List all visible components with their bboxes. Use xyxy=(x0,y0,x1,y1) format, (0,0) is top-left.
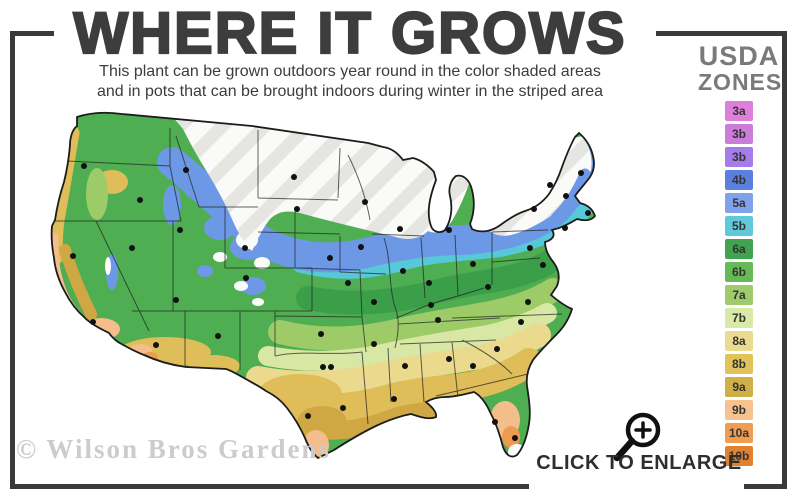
city-marker xyxy=(470,363,476,369)
frame-right-bar xyxy=(782,31,787,489)
legend-zone-chip-3b: 3b xyxy=(725,124,753,145)
legend-zone-chip-3b: 3b xyxy=(725,147,753,168)
city-marker xyxy=(362,199,368,205)
city-marker xyxy=(137,197,143,203)
city-marker xyxy=(492,419,498,425)
city-marker xyxy=(129,245,135,251)
city-marker xyxy=(562,225,568,231)
city-marker xyxy=(531,206,537,212)
city-marker xyxy=(391,396,397,402)
city-marker xyxy=(70,253,76,259)
city-marker xyxy=(578,170,584,176)
city-marker xyxy=(177,227,183,233)
city-marker xyxy=(435,317,441,323)
city-marker xyxy=(90,319,96,325)
legend-zone-chip-9a: 9a xyxy=(725,377,753,398)
usda-hardiness-zone-map[interactable] xyxy=(20,100,690,490)
legend-zone-chip-8a: 8a xyxy=(725,331,753,352)
frame-top-right-segment xyxy=(656,31,787,36)
city-marker xyxy=(294,206,300,212)
frame-bottom-left-segment xyxy=(10,484,529,489)
watermark: © Wilson Bros Gardens xyxy=(16,434,331,464)
city-marker xyxy=(446,227,452,233)
city-marker xyxy=(371,299,377,305)
city-marker xyxy=(547,182,553,188)
city-marker xyxy=(183,167,189,173)
city-marker xyxy=(518,319,524,325)
city-marker xyxy=(328,364,334,370)
subtitle: This plant can be grown outdoors year ro… xyxy=(40,62,660,102)
legend-heading-zones: ZONES xyxy=(698,69,783,96)
city-marker xyxy=(426,280,432,286)
city-marker xyxy=(318,331,324,337)
legend-zone-chip-5a: 5a xyxy=(725,193,753,214)
subtitle-line-2: and in pots that can be brought indoors … xyxy=(96,83,604,100)
click-to-enlarge-label[interactable]: CLICK TO ENLARGE xyxy=(536,452,742,474)
city-marker xyxy=(494,346,500,352)
city-marker xyxy=(563,193,569,199)
city-marker xyxy=(525,299,531,305)
legend-zone-chip-8b: 8b xyxy=(725,354,753,375)
legend-zone-chip-7b: 7b xyxy=(725,308,753,329)
city-marker xyxy=(340,405,346,411)
legend-zone-chip-4b: 4b xyxy=(725,170,753,191)
legend-zone-chip-6b: 6b xyxy=(725,262,753,283)
zone-shading xyxy=(51,112,596,459)
legend-zone-chip-10b: 10b xyxy=(725,446,753,467)
city-markers xyxy=(70,163,591,441)
legend-zones: 3a 3b 3b 4b 5a 5b 6a 6b 7a 7b 8a 8b 9a 9b 10a 10b xyxy=(698,101,780,467)
legend-zone-chip-9b: 9b xyxy=(725,400,753,421)
legend-zone-chip-10a: 10a xyxy=(725,423,753,444)
city-marker xyxy=(320,364,326,370)
page-title: WHERE IT GROWS xyxy=(72,0,627,67)
city-marker xyxy=(291,174,297,180)
city-marker xyxy=(470,261,476,267)
city-marker xyxy=(358,244,364,250)
frame-top-left-segment xyxy=(10,31,54,36)
city-marker xyxy=(327,255,333,261)
city-marker xyxy=(400,268,406,274)
city-marker xyxy=(81,163,87,169)
city-marker xyxy=(446,356,452,362)
legend-zone-chip-7a: 7a xyxy=(725,285,753,306)
legend-zone-chip-3a: 3a xyxy=(725,101,753,122)
city-marker xyxy=(585,210,591,216)
city-marker xyxy=(243,275,249,281)
city-marker xyxy=(527,245,533,251)
city-marker xyxy=(345,280,351,286)
legend-zone-chip-5b: 5b xyxy=(725,216,753,237)
city-marker xyxy=(242,245,248,251)
city-marker xyxy=(305,413,311,419)
city-marker xyxy=(153,342,159,348)
city-marker xyxy=(428,302,434,308)
city-marker xyxy=(402,363,408,369)
city-marker xyxy=(512,435,518,441)
magnifier-zoom-icon[interactable] xyxy=(603,404,673,469)
subtitle-line-1: This plant can be grown outdoors year ro… xyxy=(99,63,601,80)
frame-left-bar xyxy=(10,31,15,489)
usda-zones-legend: USDA ZONES 3a 3b 3b 4b 5a 5b 6a 6b 7a 7b 8a 8b 9a 9b 1… xyxy=(698,41,783,467)
legend-heading-usda: USDA xyxy=(698,41,780,71)
city-marker xyxy=(215,333,221,339)
city-marker xyxy=(540,262,546,268)
state-borders xyxy=(52,128,563,425)
city-marker xyxy=(371,341,377,347)
frame-bottom-right-segment xyxy=(744,484,787,489)
city-marker xyxy=(173,297,179,303)
city-marker xyxy=(397,226,403,232)
legend-zone-chip-6a: 6a xyxy=(725,239,753,260)
city-marker xyxy=(485,284,491,290)
